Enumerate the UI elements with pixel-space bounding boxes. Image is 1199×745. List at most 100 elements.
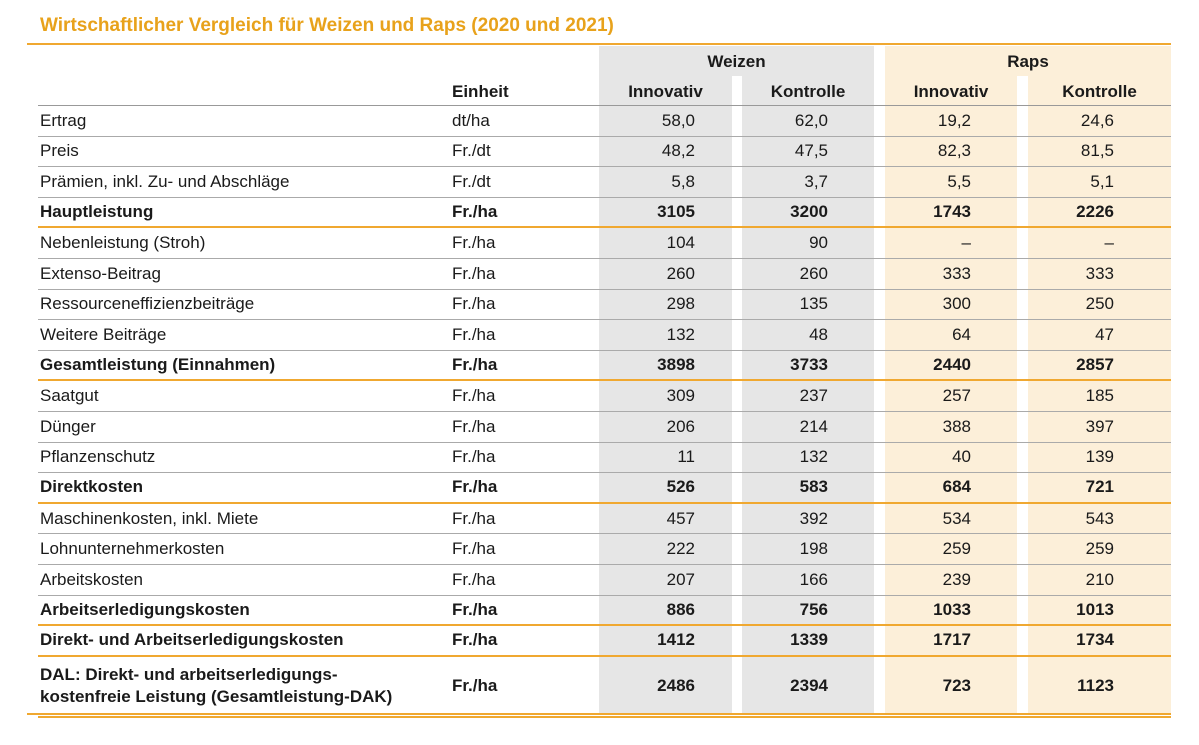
value-raps-kontrolle: 1013 [1076, 599, 1114, 619]
row-label: Hauptleistung [40, 202, 154, 222]
table-row: Ertrag dt/ha 58,0 62,0 19,2 24,6 [38, 106, 1171, 137]
value-weizen-kontrolle: 214 [799, 416, 828, 436]
row-label: Maschinenkosten, inkl. Miete [40, 508, 259, 528]
value-weizen-innovativ: 526 [666, 477, 695, 497]
value-raps-innovativ: 1743 [933, 202, 971, 222]
value-raps-kontrolle: 185 [1085, 386, 1114, 406]
value-weizen-innovativ: 104 [666, 233, 695, 253]
row-label: Nebenleistung (Stroh) [40, 233, 206, 253]
value-raps-kontrolle: 333 [1085, 263, 1114, 283]
row-label: Lohnunternehmerkosten [40, 539, 225, 559]
value-raps-innovativ: 40 [952, 447, 971, 467]
value-raps-kontrolle: – [1104, 233, 1114, 253]
row-label: Weitere Beiträge [40, 324, 167, 344]
row-unit: Fr./dt [452, 141, 491, 161]
value-weizen-kontrolle: 62,0 [794, 110, 828, 130]
value-raps-innovativ: 723 [942, 676, 971, 696]
value-weizen-innovativ: 206 [666, 416, 695, 436]
row-label: Ressourceneffizienzbeiträge [40, 294, 255, 314]
value-raps-kontrolle: 81,5 [1080, 141, 1114, 161]
value-weizen-innovativ: 132 [666, 324, 695, 344]
value-raps-innovativ: 388 [942, 416, 971, 436]
value-raps-kontrolle: 1123 [1077, 676, 1114, 696]
value-weizen-innovativ: 58,0 [661, 110, 695, 130]
value-weizen-innovativ: 11 [677, 447, 695, 467]
value-raps-kontrolle: 2857 [1076, 355, 1114, 375]
value-weizen-kontrolle: 48 [809, 324, 828, 344]
value-raps-kontrolle: 210 [1085, 569, 1114, 589]
value-weizen-innovativ: 457 [666, 508, 695, 528]
value-weizen-kontrolle: 3733 [790, 355, 828, 375]
value-raps-kontrolle: 721 [1085, 477, 1114, 497]
table-row: Ressourceneffizienzbeiträge Fr./ha 298 135 3… [38, 290, 1171, 321]
value-weizen-kontrolle: 3,7 [804, 171, 828, 191]
table-row: Direktkosten Fr./ha 526 583 684 721 [38, 473, 1171, 504]
table-row: Preis Fr./dt 48,2 47,5 82,3 81,5 [38, 137, 1171, 168]
value-raps-kontrolle: 1734 [1076, 630, 1114, 650]
value-raps-innovativ: 534 [942, 508, 971, 528]
value-raps-kontrolle: 139 [1085, 447, 1114, 467]
value-raps-kontrolle: 397 [1085, 416, 1114, 436]
table-row: Saatgut Fr./ha 309 237 257 185 [38, 381, 1171, 412]
column-header-weizen-kontrolle: Kontrolle [770, 82, 846, 101]
row-unit: Fr./ha [452, 355, 498, 375]
value-weizen-kontrolle: 237 [799, 386, 828, 406]
table-row: Weitere Beiträge Fr./ha 132 48 64 47 [38, 320, 1171, 351]
table-row: Arbeitserledigungskosten Fr./ha 886 756 1033… [38, 596, 1171, 627]
value-weizen-innovativ: 5,8 [671, 171, 695, 191]
row-unit: Fr./ha [452, 447, 496, 467]
value-raps-kontrolle: 47 [1095, 324, 1114, 344]
value-raps-kontrolle: 2226 [1076, 202, 1114, 222]
value-weizen-kontrolle: 198 [799, 539, 828, 559]
table-row: Maschinenkosten, inkl. Miete Fr./ha 457 392… [38, 504, 1171, 535]
table-row: Gesamtleistung (Einnahmen) Fr./ha 3898 3733… [38, 351, 1171, 382]
value-raps-innovativ: 19,2 [937, 110, 971, 130]
row-label: Arbeitserledigungskosten [40, 599, 250, 619]
value-weizen-kontrolle: 166 [799, 569, 828, 589]
row-unit: Fr./ha [452, 294, 496, 314]
column-header-weizen-innovativ: Innovativ [628, 82, 703, 101]
table-row: Pflanzenschutz Fr./ha 11 132 40 139 [38, 443, 1171, 474]
row-unit: Fr./ha [452, 202, 498, 222]
row-label: DAL: Direkt- und arbeitserledigungs-kost… [40, 657, 440, 716]
table-row: Lohnunternehmerkosten Fr./ha 222 198 259 259 [38, 534, 1171, 565]
column-header-raps-kontrolle: Kontrolle [1062, 82, 1137, 101]
value-weizen-innovativ: 1412 [657, 630, 695, 650]
table-row: Arbeitskosten Fr./ha 207 166 239 210 [38, 565, 1171, 596]
table-row: DAL: Direkt- und arbeitserledigungs-kost… [38, 657, 1171, 718]
group-header-weizen: Weizen [707, 52, 766, 71]
value-raps-innovativ: 2440 [933, 355, 971, 375]
value-raps-innovativ: 333 [942, 263, 971, 283]
value-raps-innovativ: – [961, 233, 971, 253]
value-raps-innovativ: 684 [942, 477, 971, 497]
column-header-raps-innovativ: Innovativ [913, 82, 989, 101]
value-raps-innovativ: 257 [942, 386, 971, 406]
table-row: Nebenleistung (Stroh) Fr./ha 104 90 – – [38, 228, 1171, 259]
value-raps-innovativ: 82,3 [937, 141, 971, 161]
value-weizen-kontrolle: 132 [799, 447, 828, 467]
value-raps-kontrolle: 543 [1085, 508, 1114, 528]
table-row: Direkt- und Arbeitserledigungskosten Fr./… [38, 626, 1171, 657]
row-unit: Fr./ha [452, 386, 496, 406]
row-unit: Fr./ha [452, 263, 496, 283]
value-weizen-kontrolle: 392 [799, 508, 828, 528]
row-label: Dünger [40, 416, 96, 436]
value-raps-innovativ: 1033 [933, 599, 971, 619]
bottom-divider [27, 713, 1171, 715]
value-weizen-innovativ: 298 [666, 294, 695, 314]
value-raps-innovativ: 1717 [933, 630, 971, 650]
value-weizen-innovativ: 309 [666, 386, 695, 406]
table-row: Extenso-Beitrag Fr./ha 260 260 333 333 [38, 259, 1171, 290]
value-raps-innovativ: 5,5 [947, 171, 971, 191]
row-label: Pflanzenschutz [40, 447, 156, 467]
title-divider [27, 43, 1171, 45]
row-label: Extenso-Beitrag [40, 263, 161, 283]
value-weizen-innovativ: 3898 [657, 355, 695, 375]
row-label: Preis [40, 141, 79, 161]
value-weizen-kontrolle: 47,5 [794, 141, 828, 161]
value-weizen-innovativ: 886 [666, 599, 695, 619]
row-label: Direktkosten [40, 477, 143, 497]
row-unit: Fr./ha [452, 233, 496, 253]
value-raps-innovativ: 300 [942, 294, 971, 314]
value-raps-kontrolle: 259 [1085, 539, 1114, 559]
